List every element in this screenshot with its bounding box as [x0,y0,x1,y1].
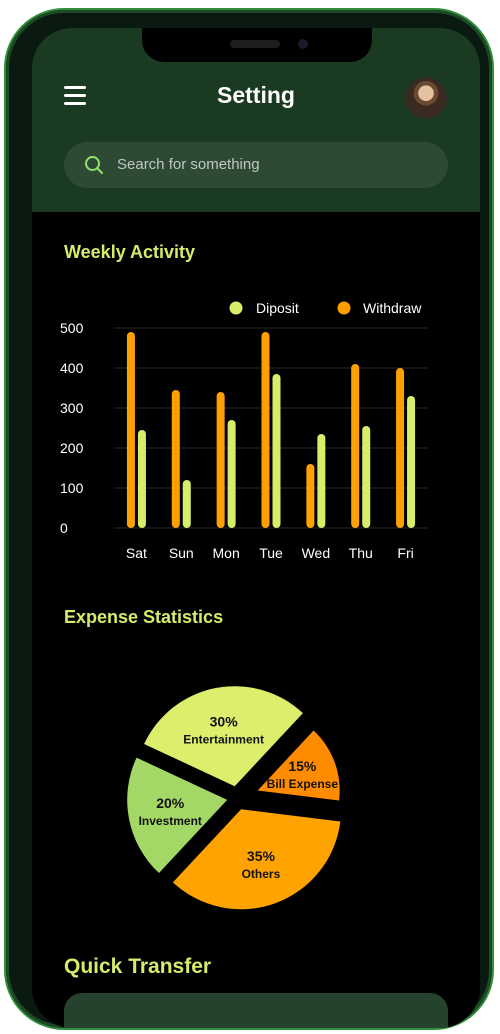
pie-percent-label: 15% [288,758,317,774]
quick-transfer-card [64,993,448,1028]
bar-diposit [137,430,146,528]
app-header: Setting Search for something [32,28,480,212]
avatar[interactable] [406,78,446,118]
bar-withdraw [351,364,360,528]
pie-slice-investment [127,757,228,874]
pie-category-label: Bill Expense [267,777,339,791]
weekly-activity-title: Weekly Activity [64,242,196,262]
pie-category-label: Entertainment [183,732,264,746]
legend-label-withdraw: Withdraw [363,300,422,316]
x-tick-label: Fri [397,545,413,561]
quick-transfer-title: Quick Transfer [64,955,212,978]
x-tick-label: Thu [349,545,373,561]
pie-category-label: Investment [139,814,202,828]
weekly-activity-chart: 500 400 300 200 100 0 Diposit Withdraw Sat Sun Mon… [60,300,428,561]
camera-icon [298,39,308,49]
legend-marker-diposit [229,301,243,315]
x-tick-label: Sun [169,545,194,561]
bar-withdraw [126,332,135,528]
search-placeholder: Search for something [117,156,260,173]
bar-diposit [407,396,416,528]
y-tick-label: 400 [60,360,84,376]
y-tick-label: 0 [60,520,68,536]
pie-slice-others [172,809,341,910]
x-tick-label: Tue [259,545,283,561]
bar-withdraw [171,390,180,528]
pie-percent-label: 35% [247,848,276,864]
bar-withdraw [261,332,270,528]
bar-withdraw [216,392,225,528]
bar-diposit [362,426,371,528]
legend-marker-withdraw [337,301,351,315]
speaker-grille [230,40,280,48]
search-input[interactable]: Search for something [64,142,448,188]
y-tick-label: 100 [60,480,84,496]
bar-diposit [272,374,281,528]
bar-withdraw [396,368,405,528]
expense-statistics-chart: 30% Entertainment 15% Bill Expense 35% Others… [127,686,341,910]
y-tick-label: 500 [60,320,84,336]
y-tick-label: 200 [60,440,84,456]
bar-withdraw [306,464,315,528]
pie-percent-label: 30% [210,713,239,729]
pie-slice-bill-expense [257,730,340,801]
pie-percent-label: 20% [156,795,185,811]
hamburger-menu-icon[interactable] [64,86,86,105]
expense-statistics-title: Expense Statistics [64,607,224,627]
device-notch [142,28,372,62]
legend-label-diposit: Diposit [256,300,299,316]
bar-diposit [182,480,191,528]
phone-frame: Setting Search for something Weekly Acti… [6,10,492,1028]
x-tick-label: Mon [213,545,240,561]
page-title: Setting [217,82,295,108]
y-tick-label: 300 [60,400,84,416]
app-screen: Setting Search for something Weekly Acti… [32,28,480,1028]
search-icon [85,156,103,174]
x-tick-label: Wed [302,545,331,561]
x-tick-label: Sat [126,545,147,561]
bar-diposit [317,434,326,528]
pie-category-label: Others [242,867,281,881]
bar-diposit [227,420,236,528]
pie-slice-entertainment [144,686,303,787]
